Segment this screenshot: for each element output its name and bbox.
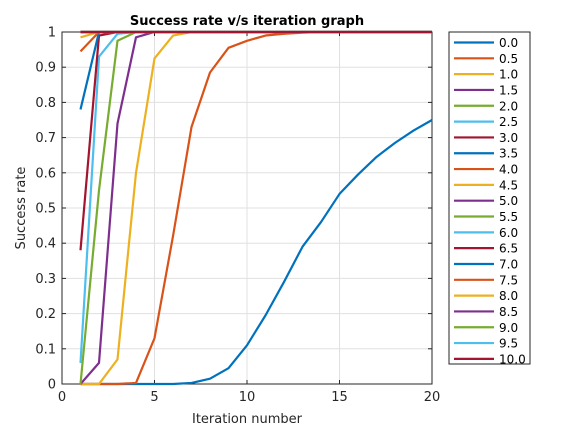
legend-label-3-5: 3.5 [499,147,518,161]
y-tick-label: 1 [48,26,56,41]
x-tick-label: 20 [424,390,441,405]
legend-label-2-0: 2.0 [499,99,518,113]
y-tick-label: 0 [48,378,56,393]
y-tick-label: 0.5 [35,202,56,217]
legend-label-7-0: 7.0 [499,257,518,271]
y-tick-label: 0.1 [35,342,56,357]
legend-label-6-5: 6.5 [499,242,518,256]
y-tick-label: 0.7 [35,131,56,146]
legend-label-0-5: 0.5 [499,52,518,66]
legend-label-7-5: 7.5 [499,273,518,287]
legend-label-4-0: 4.0 [499,163,518,177]
chart-title: Success rate v/s iteration graph [130,14,364,29]
x-tick-label: 5 [150,390,158,405]
legend-label-1-0: 1.0 [499,68,518,82]
y-tick-label: 0.8 [35,96,56,111]
legend-label-0-0: 0.0 [499,36,518,50]
legend-label-8-0: 8.0 [499,289,518,303]
legend-label-1-5: 1.5 [499,83,518,97]
y-tick-label: 0.4 [35,237,56,252]
x-tick-label: 15 [331,390,348,405]
legend-label-5-5: 5.5 [499,210,518,224]
series-lines [79,30,433,386]
legend-label-4-5: 4.5 [499,178,518,192]
x-tick-label: 0 [58,390,66,405]
y-tick-label: 0.9 [35,61,56,76]
x-axis-label: Iteration number [192,412,303,427]
legend-label-3-0: 3.0 [499,131,518,145]
legend-label-6-0: 6.0 [499,226,518,240]
series-line-0-0 [80,119,433,386]
legend-box [448,31,531,365]
y-ticks: 0 0.1 0.2 0.3 0.4 0.5 0.6 0.7 0.8 0.9 1 [35,26,432,393]
grid-lines [61,31,433,385]
y-tick-label: 0.3 [35,272,56,287]
y-axis-label: Success rate [14,167,29,250]
legend-label-8-5: 8.5 [499,305,518,319]
legend: 0.0 0.5 1.01.5 2.0 2.5 3.0 3.5 4.04.5 5.0 5.5 6.0 6… [448,31,531,366]
x-tick-label: 10 [239,390,256,405]
legend-label-9-0: 9.0 [499,321,518,335]
y-tick-label: 0.6 [35,166,56,181]
y-tick-label: 0.2 [35,307,56,322]
legend-label-9-5: 9.5 [499,337,518,351]
legend-label-5-0: 5.0 [499,194,518,208]
legend-label-10-0: 10.0 [499,352,526,366]
legend-label-2-5: 2.5 [499,115,518,129]
